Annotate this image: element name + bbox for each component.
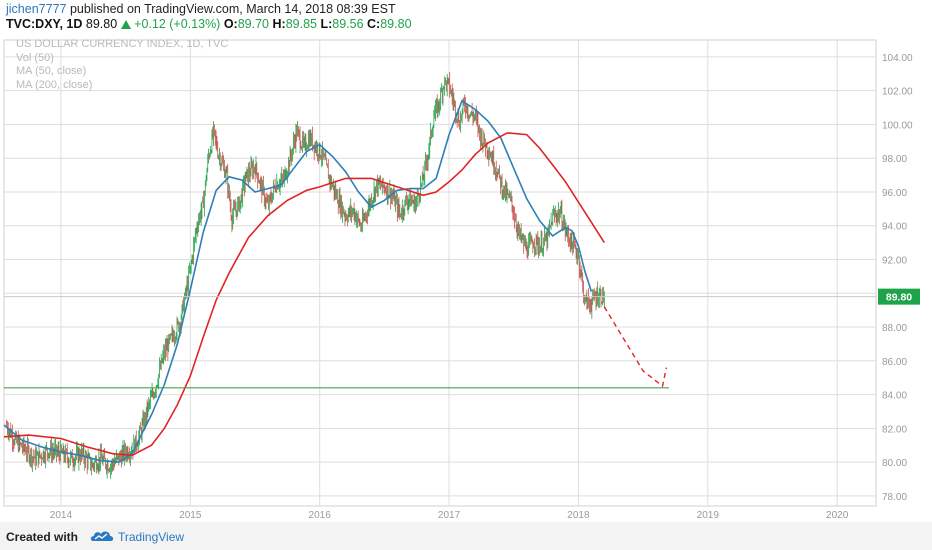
- ma200-line: [3, 132, 605, 457]
- symbol-label: TVC:DXY, 1D: [6, 17, 83, 31]
- last-price: 89.80: [85, 17, 118, 31]
- ma50-line: [3, 99, 593, 463]
- low-label: L:: [320, 17, 333, 31]
- y-tick-label: 104.00: [882, 53, 913, 64]
- x-tick-label: 2015: [179, 510, 202, 521]
- author-link[interactable]: jichen7777: [6, 2, 67, 16]
- close-label: C:: [367, 17, 381, 31]
- plot-frame: [3, 39, 877, 507]
- tradingview-cloud-icon[interactable]: [90, 529, 114, 543]
- legend-title: US DOLLAR CURRENCY INDEX, 1D, TVC: [16, 38, 229, 50]
- price-change: +0.12 (+0.13%): [134, 17, 221, 31]
- x-axis: 2014 2015 2016 2017 2018 2019 2020: [50, 510, 849, 521]
- y-tick-label: 92.00: [882, 255, 907, 266]
- legend-ma50: MA (50, close): [16, 65, 87, 77]
- open-label: O:: [223, 17, 238, 31]
- y-tick-label: 98.00: [882, 154, 907, 165]
- y-tick-label: 88.00: [882, 323, 907, 334]
- last-price-tag-label: 89.80: [886, 292, 912, 304]
- up-arrow-icon: [121, 20, 132, 29]
- open-value: 89.70: [237, 17, 269, 31]
- y-tick-label: 80.00: [882, 458, 907, 469]
- x-tick-label: 2019: [697, 510, 720, 521]
- y-tick-label: 84.00: [882, 391, 907, 402]
- y-tick-label: 96.00: [882, 188, 907, 199]
- brand-name[interactable]: TradingView: [118, 530, 185, 544]
- y-tick-label: 82.00: [882, 424, 907, 435]
- published-text: published on TradingView.com, March 14, …: [69, 2, 396, 16]
- footer-bar: Created with TradingView: [0, 522, 932, 550]
- x-tick-label: 2016: [309, 510, 332, 521]
- price-candles: [6, 71, 605, 479]
- high-value: 89.85: [285, 17, 317, 31]
- publish-line: jichen7777 published on TradingView.com,…: [6, 2, 396, 16]
- y-tick-label: 86.00: [882, 357, 907, 368]
- close-value: 89.80: [380, 17, 412, 31]
- x-tick-label: 2018: [567, 510, 590, 521]
- forecast-path: [603, 306, 668, 388]
- grid-lines: [3, 39, 877, 507]
- created-with-text: Created with: [6, 530, 79, 544]
- y-tick-label: 94.00: [882, 222, 907, 233]
- plot-area: 89.80: [3, 71, 920, 479]
- high-label: H:: [272, 17, 286, 31]
- y-tick-label: 102.00: [882, 87, 913, 98]
- x-tick-label: 2014: [50, 510, 73, 521]
- legend-ma200: MA (200, close): [16, 78, 93, 91]
- low-value: 89.56: [332, 17, 364, 31]
- x-tick-label: 2017: [438, 510, 461, 521]
- ohlc-line: TVC:DXY, 1D 89.80 +0.12 (+0.13%) O:89.70 …: [6, 17, 412, 31]
- price-chart[interactable]: 78.0080.0082.0084.0086.0088.0090.0092.00…: [0, 34, 932, 522]
- legend-vol: Vol (50): [16, 51, 54, 64]
- chart-header: jichen7777 published on TradingView.com,…: [0, 0, 932, 34]
- y-tick-label: 78.00: [882, 492, 907, 503]
- y-tick-label: 100.00: [882, 120, 913, 131]
- chart-legend: US DOLLAR CURRENCY INDEX, 1D, TVC Vol (5…: [16, 38, 228, 92]
- x-tick-label: 2020: [826, 510, 849, 521]
- y-axis: 78.0080.0082.0084.0086.0088.0090.0092.00…: [882, 53, 913, 503]
- last-price-tag: [878, 288, 920, 305]
